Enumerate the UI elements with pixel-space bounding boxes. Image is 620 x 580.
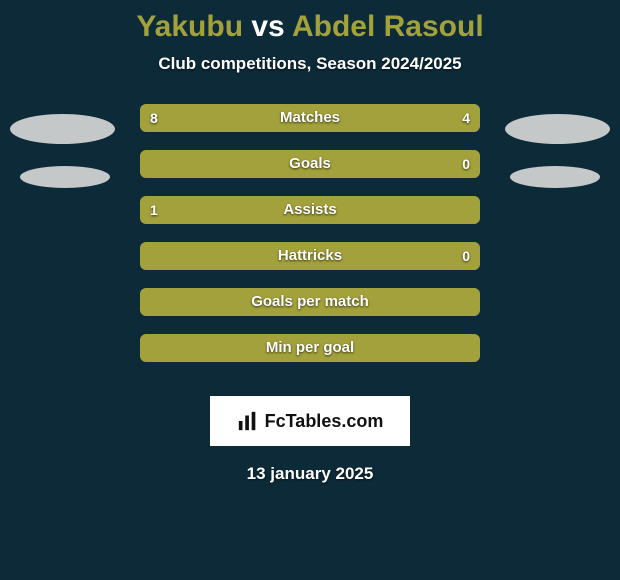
logo-text: FcTables.com <box>265 411 384 432</box>
bars-icon <box>237 410 259 432</box>
player-right-shadow-1 <box>505 114 610 144</box>
bar-label: Matches <box>140 104 480 132</box>
player-left-shadow-2 <box>20 166 110 188</box>
bar-value-left: 1 <box>150 196 158 224</box>
date-line: 13 january 2025 <box>0 464 620 484</box>
bar-value-left: 8 <box>150 104 158 132</box>
bar-value-right: 0 <box>462 150 470 178</box>
bar-label: Goals <box>140 150 480 178</box>
bar-label: Goals per match <box>140 288 480 316</box>
title-player1: Yakubu <box>136 10 243 43</box>
bar-row: Goals per match <box>140 288 480 316</box>
comparison-bars: Matches84Goals0Assists1Hattricks0Goals p… <box>140 104 480 380</box>
bar-row: Hattricks0 <box>140 242 480 270</box>
bar-value-right: 0 <box>462 242 470 270</box>
player-left-shadow-1 <box>10 114 115 144</box>
bar-value-right: 4 <box>462 104 470 132</box>
fctables-logo: FcTables.com <box>210 396 410 446</box>
bar-row: Matches8 4 <box>140 104 480 132</box>
bar-label: Hattricks <box>140 242 480 270</box>
player-right-shadow-2 <box>510 166 600 188</box>
bar-row: Goals0 <box>140 150 480 178</box>
title-vs: vs <box>243 10 292 43</box>
title-row: Yakubu vs Abdel Rasoul <box>0 0 620 44</box>
chart-area: Matches84Goals0Assists1Hattricks0Goals p… <box>0 104 620 384</box>
title-player2: Abdel Rasoul <box>292 10 484 43</box>
bar-row: Assists1 <box>140 196 480 224</box>
bar-row: Min per goal <box>140 334 480 362</box>
subtitle: Club competitions, Season 2024/2025 <box>0 54 620 74</box>
bar-label: Min per goal <box>140 334 480 362</box>
bar-label: Assists <box>140 196 480 224</box>
